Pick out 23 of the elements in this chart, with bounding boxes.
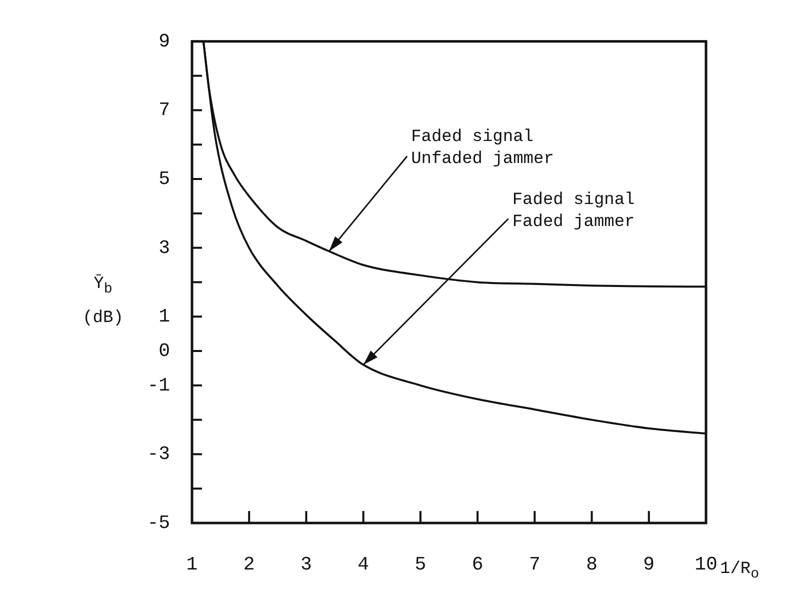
x-tick-label: 7 [528, 553, 540, 576]
x-axis-title: 1/R$_{o}$ [720, 560, 760, 582]
y-tick-label: -5 [147, 512, 170, 534]
x-tick-label: 4 [358, 553, 370, 576]
annotation: Faded signal Faded jammer [512, 190, 635, 232]
y-tick-label: 3 [158, 236, 170, 259]
x-tick-label: 10 [694, 553, 718, 576]
x-tick-label: 8 [586, 553, 598, 576]
y-axis-title: Ȳ$_{b}$ (dB) [82, 273, 124, 330]
x-tick-label: 3 [300, 553, 312, 576]
y-tick-label: 9 [158, 30, 170, 52]
x-tick-label: 5 [414, 553, 426, 576]
y-tick-label: 1 [158, 306, 170, 328]
x-tick-label: 1 [186, 553, 198, 576]
x-tick-label: 2 [243, 553, 255, 576]
y-tick-label: 0 [158, 340, 170, 362]
x-tick-label: 6 [472, 553, 484, 576]
x-tick-label: 9 [643, 553, 655, 576]
y-tick-label: 5 [158, 168, 170, 190]
annotation: Faded signal Unfaded jammer [411, 128, 554, 170]
y-tick-label: -3 [147, 443, 170, 466]
y-tick-label: 7 [158, 99, 170, 122]
y-tick-label: -1 [147, 374, 170, 396]
